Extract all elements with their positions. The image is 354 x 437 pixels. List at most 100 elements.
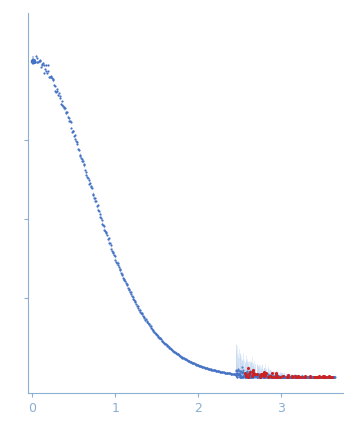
Point xyxy=(293,374,299,381)
Point xyxy=(307,374,313,381)
Point xyxy=(326,374,332,381)
Point xyxy=(262,373,268,380)
Point xyxy=(283,374,289,381)
Point xyxy=(309,374,314,381)
Point xyxy=(244,372,249,379)
Point xyxy=(231,370,236,377)
Point xyxy=(303,374,308,381)
Point xyxy=(297,373,303,380)
Point xyxy=(320,374,326,381)
Point xyxy=(328,374,333,381)
Point xyxy=(101,223,107,230)
Point xyxy=(254,374,260,381)
Point xyxy=(126,286,131,293)
Point xyxy=(305,374,310,381)
Point xyxy=(255,372,261,379)
Point xyxy=(177,352,183,359)
Point xyxy=(322,374,328,381)
Point xyxy=(177,352,183,359)
Point xyxy=(252,374,258,381)
Point xyxy=(257,371,262,378)
Point xyxy=(322,373,328,380)
Point xyxy=(268,373,273,380)
Point xyxy=(327,374,332,381)
Point xyxy=(65,113,71,120)
Point xyxy=(77,153,82,160)
Point xyxy=(39,61,44,68)
Point xyxy=(324,374,330,381)
Point xyxy=(266,371,271,378)
Point xyxy=(259,370,265,377)
Point xyxy=(295,374,301,381)
Point xyxy=(326,374,331,381)
Point xyxy=(272,374,278,381)
Point xyxy=(275,373,280,380)
Point xyxy=(255,374,261,381)
Point xyxy=(126,287,132,294)
Point xyxy=(329,374,335,381)
Point xyxy=(320,374,325,381)
Point xyxy=(115,260,120,267)
Point xyxy=(247,372,253,379)
Point xyxy=(235,371,241,378)
Point xyxy=(257,372,263,379)
Point xyxy=(234,371,239,378)
Point xyxy=(314,374,319,381)
Point xyxy=(328,374,333,381)
Point xyxy=(273,374,279,381)
Point xyxy=(331,374,337,381)
Point xyxy=(301,374,306,381)
Point xyxy=(239,374,245,381)
Point xyxy=(294,374,299,381)
Point xyxy=(197,362,202,369)
Point xyxy=(162,340,167,347)
Point xyxy=(251,369,256,376)
Point xyxy=(279,374,285,381)
Point xyxy=(326,374,332,381)
Point xyxy=(324,374,330,381)
Point xyxy=(297,374,303,381)
Point xyxy=(259,372,264,379)
Point xyxy=(282,373,287,380)
Point xyxy=(325,374,330,381)
Point xyxy=(227,370,233,377)
Point xyxy=(86,180,92,187)
Point xyxy=(298,373,304,380)
Point xyxy=(185,357,191,364)
Point xyxy=(247,368,252,375)
Point xyxy=(166,344,172,351)
Point xyxy=(287,373,293,380)
Point xyxy=(273,372,279,379)
Point xyxy=(293,373,298,380)
Point xyxy=(291,374,297,381)
Point xyxy=(275,373,280,380)
Point xyxy=(299,374,305,381)
Point xyxy=(263,373,268,380)
Point xyxy=(321,374,327,381)
Point xyxy=(274,373,280,380)
Point xyxy=(116,264,122,271)
Point xyxy=(145,320,151,327)
Point xyxy=(95,207,101,214)
Point xyxy=(258,373,263,380)
Point xyxy=(298,374,304,381)
Point xyxy=(246,374,252,381)
Point xyxy=(289,373,295,380)
Point xyxy=(248,372,254,379)
Point xyxy=(38,64,44,71)
Point xyxy=(292,373,297,380)
Point xyxy=(97,211,102,218)
Point xyxy=(131,295,136,302)
Point xyxy=(250,370,256,377)
Point xyxy=(313,374,319,381)
Point xyxy=(308,374,314,381)
Point xyxy=(296,374,302,381)
Point xyxy=(124,281,129,288)
Point xyxy=(233,371,239,378)
Point xyxy=(301,374,307,381)
Point xyxy=(235,371,241,378)
Point xyxy=(106,235,112,242)
Point xyxy=(169,346,174,353)
Point xyxy=(285,374,291,381)
Point xyxy=(271,374,276,381)
